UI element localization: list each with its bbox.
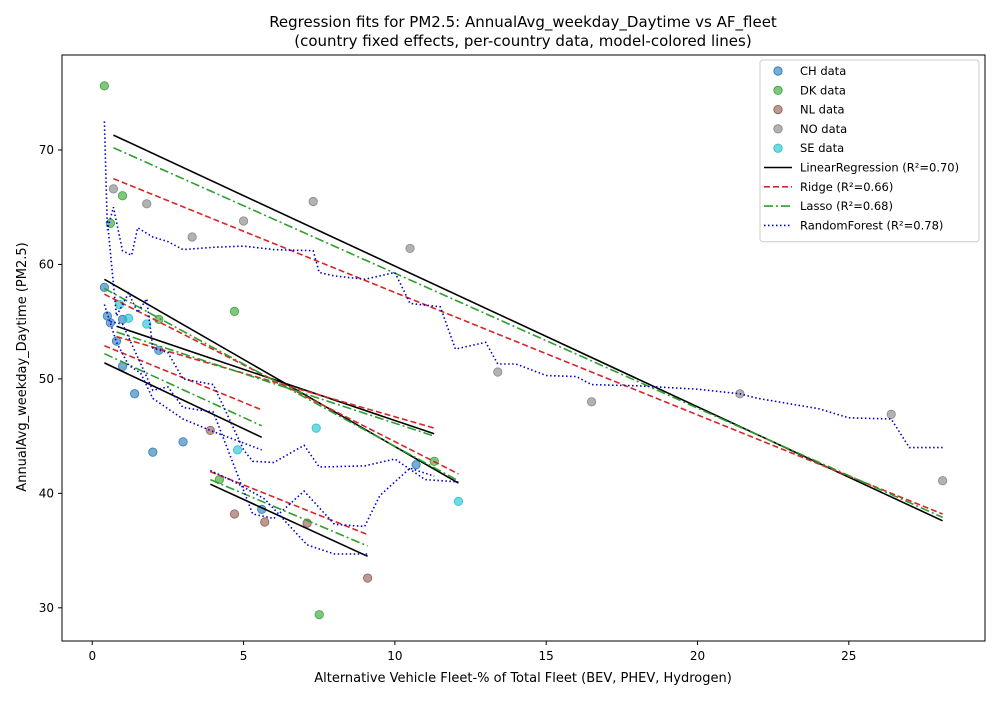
data-point <box>142 199 152 209</box>
data-point <box>148 447 158 457</box>
data-point <box>108 184 119 194</box>
fit-line-segment <box>104 352 263 427</box>
data-point <box>363 573 373 583</box>
y-axis-ticks: 30 40 50 60 70 <box>39 143 62 615</box>
data-point <box>938 476 948 486</box>
data-point <box>117 191 128 201</box>
data-point <box>493 367 503 377</box>
legend-entry-label: RandomForest (R²=0.78) <box>800 218 943 232</box>
legend-marker <box>773 66 783 76</box>
legend: CH data DK data NL data NO data SE data Linea… <box>759 59 980 243</box>
fit-line-segment <box>104 344 263 411</box>
fit-line-segment <box>209 483 368 558</box>
fit-line-segment <box>113 146 943 519</box>
data-point <box>311 423 321 433</box>
legend-entry-label: NL data <box>800 103 845 117</box>
legend-entry-label: Ridge (R²=0.66) <box>800 180 893 194</box>
legend-entry-label: CH data <box>800 64 846 78</box>
fit-line-segment <box>110 320 435 528</box>
legend-entry-label: SE data <box>800 141 844 155</box>
fit-line-segment <box>116 335 435 429</box>
data-point <box>130 389 140 399</box>
scatter-series-ch <box>99 282 421 514</box>
plot-area <box>99 81 948 620</box>
legend-marker <box>773 85 783 95</box>
data-point <box>105 318 116 328</box>
legend-entry-label: LinearRegression (R²=0.70) <box>800 161 959 175</box>
model-line-randomforest <box>103 121 943 555</box>
data-point <box>229 306 240 316</box>
data-point <box>260 517 270 527</box>
x-tick-label: 25 <box>841 649 856 663</box>
fit-line-segment <box>104 287 459 482</box>
scatter-series-nl <box>205 425 373 583</box>
data-point <box>123 313 134 323</box>
y-tick-label: 60 <box>39 257 54 271</box>
data-point <box>229 509 240 519</box>
data-point <box>314 610 324 620</box>
fit-line-segment <box>209 469 368 555</box>
model-line-ridge <box>104 177 943 536</box>
y-axis-label: AnnualAvg_weekday_Daytime (PM2.5) <box>15 242 30 491</box>
y-tick-label: 30 <box>39 601 54 615</box>
y-tick-label: 50 <box>39 372 54 386</box>
x-tick-label: 20 <box>690 649 705 663</box>
legend-marker <box>773 105 783 115</box>
data-point <box>178 437 188 447</box>
data-point <box>232 445 243 455</box>
data-point <box>586 397 597 407</box>
fit-line-segment <box>106 220 459 483</box>
x-tick-label: 15 <box>539 649 554 663</box>
y-tick-label: 40 <box>39 486 54 500</box>
data-point <box>99 81 109 91</box>
y-tick-label: 70 <box>39 143 54 157</box>
data-point <box>453 496 464 506</box>
legend-entry-label: NO data <box>800 122 847 136</box>
data-point <box>238 216 249 226</box>
fit-line-segment <box>209 478 368 547</box>
model-line-lasso <box>104 146 943 547</box>
data-point <box>142 319 152 329</box>
fit-line-segment <box>104 362 263 439</box>
data-point <box>411 460 421 470</box>
legend-marker <box>773 143 783 153</box>
legend-marker <box>773 124 783 134</box>
chart-subtitle: (country fixed effects, per-country data… <box>294 32 751 50</box>
x-tick-label: 0 <box>88 649 96 663</box>
fit-line-segment <box>103 304 262 451</box>
fit-line-segment <box>113 177 943 515</box>
scatter-series-se <box>114 299 464 506</box>
plot-frame <box>61 54 986 642</box>
scatter-series-dk <box>99 81 439 620</box>
data-point <box>205 425 215 436</box>
scatter-series-no <box>108 184 948 486</box>
x-tick-label: 10 <box>387 649 402 663</box>
data-point <box>308 196 318 207</box>
data-point <box>886 409 896 419</box>
fit-line-segment <box>210 470 368 536</box>
chart-title: Regression fits for PM2.5: AnnualAvg_wee… <box>269 13 777 32</box>
legend-entry-label: DK data <box>800 83 846 97</box>
data-point <box>187 232 197 242</box>
legend-entry-label: Lasso (R²=0.68) <box>800 199 893 213</box>
x-axis-ticks: 0 5 10 15 20 25 <box>88 641 856 663</box>
x-axis-label: Alternative Vehicle Fleet-% of Total Fle… <box>314 671 732 686</box>
fit-line-segment <box>116 325 435 435</box>
fit-line-segment <box>116 331 435 437</box>
legend-box <box>759 59 980 243</box>
x-tick-label: 5 <box>240 649 248 663</box>
data-point <box>405 243 415 254</box>
